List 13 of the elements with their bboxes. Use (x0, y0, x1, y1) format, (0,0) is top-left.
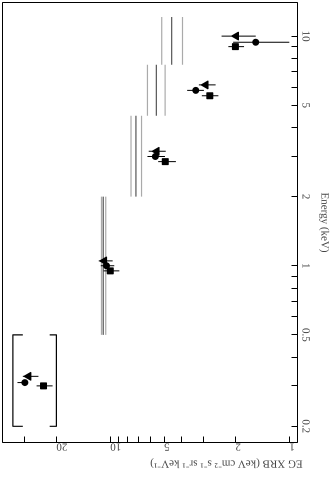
y-axis-title: Energy (keV) (318, 192, 330, 253)
x-tick-label: 2 (235, 440, 241, 452)
y-tick-label: 5 (300, 102, 312, 108)
y-tick-label: 0.5 (300, 328, 312, 342)
y-tick-label: 2 (300, 194, 312, 200)
x-tick-label: 5 (164, 440, 170, 452)
y-tick-label: 0.2 (300, 419, 312, 434)
x-tick-label: 10 (110, 440, 122, 452)
x-axis-title: EG XRB (keV cm⁻² s⁻¹ sr⁻¹ keV⁻¹) (150, 458, 303, 470)
x-tick-label: 20 (56, 440, 68, 452)
y-tick-label: 1 (300, 262, 312, 268)
y-tick-label: 10 (300, 30, 312, 42)
x-tick-label: 1 (289, 440, 295, 452)
